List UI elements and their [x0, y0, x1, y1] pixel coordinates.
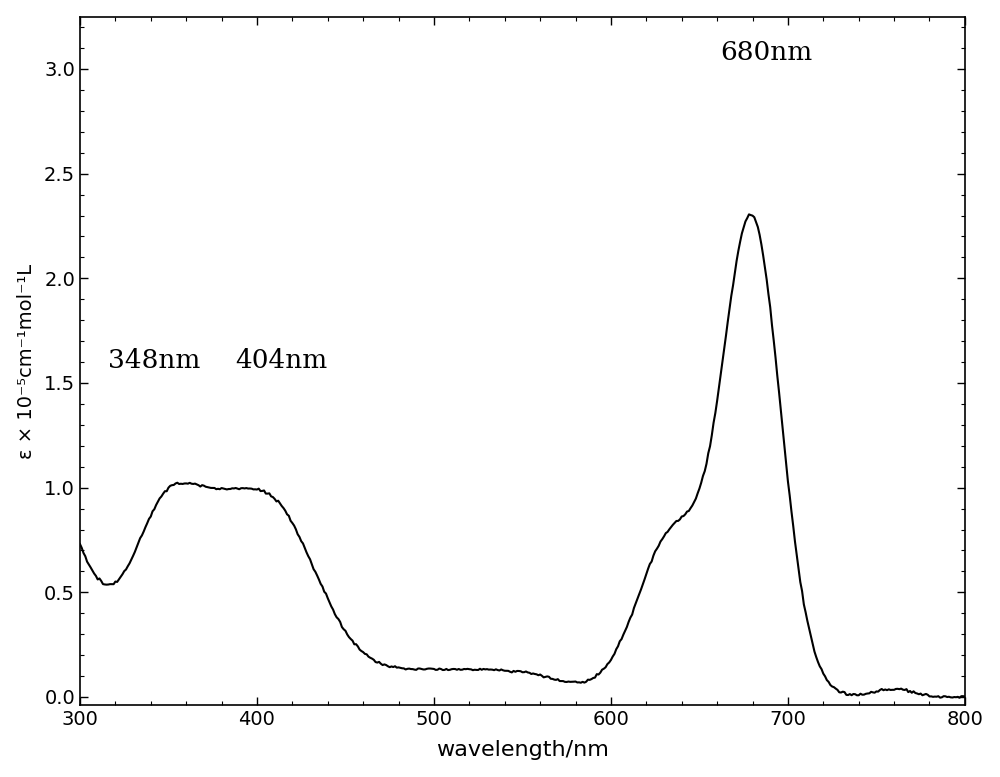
Text: 404nm: 404nm: [236, 347, 328, 372]
Text: 348nm: 348nm: [108, 347, 201, 372]
X-axis label: wavelength/nm: wavelength/nm: [436, 740, 609, 761]
Y-axis label: ε × 10⁻⁵cm⁻¹mol⁻¹L: ε × 10⁻⁵cm⁻¹mol⁻¹L: [17, 263, 36, 458]
Text: 680nm: 680nm: [721, 40, 813, 64]
